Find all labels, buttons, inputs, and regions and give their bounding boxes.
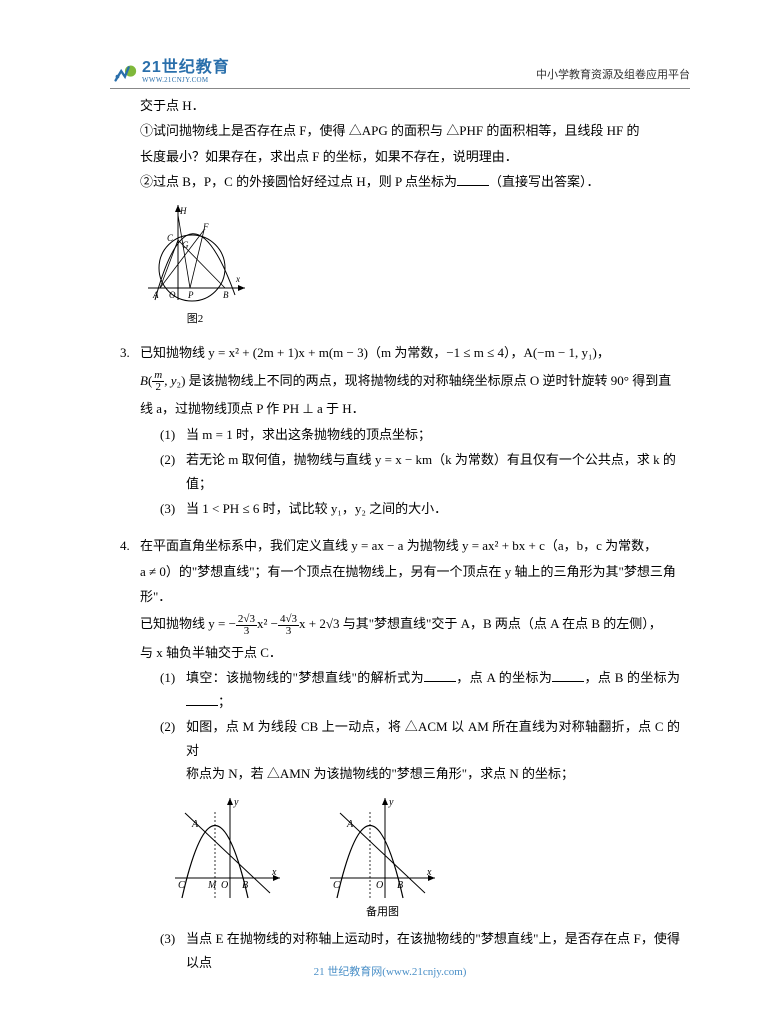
svg-text:O: O: [221, 880, 228, 891]
q3-subs: (1) 当 m = 1 时，求出这条抛物线的顶点坐标； (2) 若无论 m 取何…: [140, 423, 680, 521]
q4-s1-num: (1): [160, 666, 186, 713]
svg-text:B: B: [397, 880, 403, 891]
intro-q2: ②过点 B，P，C 的外接圆恰好经过点 H，则 P 点坐标为 （直接写出答案）．: [140, 170, 680, 193]
svg-text:M: M: [207, 880, 217, 891]
svg-text:C: C: [167, 233, 174, 243]
blank-1: [457, 173, 489, 186]
q3-stem-row2: B(m2, y₂) 是该抛物线上不同的两点，现将抛物线的对称轴绕坐标原点 O 逆…: [140, 367, 680, 396]
svg-text:O: O: [376, 880, 383, 891]
logo-sub-text: WWW.21CNJY.COM: [142, 77, 230, 85]
q3-stem-b: 是该抛物线上不同的两点，现将抛物线的对称轴绕坐标原点 O 逆时针旋转 90° 得…: [189, 373, 672, 388]
svg-text:A: A: [152, 290, 159, 300]
q3-s3: (3) 当 1 < PH ≤ 6 时，试比较 y₁，y₂ 之间的大小．: [160, 497, 680, 520]
figure-2-svg: H C G F A O P B x: [140, 200, 250, 310]
svg-text:H: H: [179, 206, 187, 216]
q4-fig2-label: 备用图: [325, 903, 440, 923]
svg-text:C: C: [178, 880, 185, 891]
q3-s2: (2) 若无论 m 取何值，抛物线与直线 y = x − km（k 为常数）有且…: [160, 448, 680, 495]
svg-text:G: G: [182, 240, 189, 250]
svg-text:y: y: [233, 797, 239, 808]
q4-stem-a: 在平面直角坐标系中，我们定义直线 y = ax − a 为抛物线 y = ax²…: [140, 534, 657, 557]
logo-icon: [110, 58, 138, 86]
q4-s2b: 称点为 N，若 △AMN 为该抛物线的"梦想三角形"，求点 N 的坐标；: [186, 766, 574, 781]
q4-d-c: x + 2: [299, 616, 326, 631]
q3-s2b: 值；: [186, 476, 212, 491]
header-right-text: 中小学教育资源及组卷应用平台: [536, 66, 690, 86]
q3-num: 3.: [120, 341, 140, 364]
svg-text:x: x: [271, 867, 277, 878]
q4-d-b: x² −: [257, 616, 278, 631]
q4-fig1: A C M O B x y: [170, 793, 285, 923]
intro-q1a: ①试问抛物线上是否存在点 F，使得 △APG 的面积与 △PHF 的面积相等，且…: [140, 119, 680, 142]
q4-d-a: 已知抛物线 y = −: [140, 616, 236, 631]
page-footer: 21 世纪教育网(www.21cnjy.com): [0, 963, 780, 983]
q4-stem-row1: 4. 在平面直角坐标系中，我们定义直线 y = ax − a 为抛物线 y = …: [140, 534, 680, 557]
q4-figures: A C M O B x y A: [170, 793, 680, 923]
q4-s1c: ，点 B 的坐标为: [584, 670, 680, 685]
q4-s1b: ，点 A 的坐标为: [456, 670, 552, 685]
q4-fig2-svg: A C O B x y: [325, 793, 440, 903]
q4-s1a: 填空：该抛物线的"梦想直线"的解析式为: [186, 670, 424, 685]
q4-s2: (2) 如图，点 M 为线段 CB 上一动点，将 △ACM 以 AM 所在直线为…: [160, 715, 680, 785]
q3-s1: (1) 当 m = 1 时，求出这条抛物线的顶点坐标；: [160, 423, 680, 446]
logo: 21世纪教育 WWW.21CNJY.COM: [110, 58, 230, 86]
q4-s1: (1) 填空：该抛物线的"梦想直线"的解析式为 ，点 A 的坐标为 ，点 B 的坐标…: [160, 666, 680, 713]
q3-stem-c: 线 a，过抛物线顶点 P 作 PH ⊥ a 于 H．: [140, 397, 680, 420]
svg-text:P: P: [187, 290, 194, 300]
svg-text:x: x: [235, 274, 240, 284]
q4-stem-c: 形"．: [140, 585, 680, 608]
q4-frac1: 2√33: [236, 614, 257, 637]
q4-fig1-svg: A C M O B x y: [170, 793, 285, 903]
question-4: 4. 在平面直角坐标系中，我们定义直线 y = ax − a 为抛物线 y = …: [140, 534, 680, 974]
intro-q2b: （直接写出答案）．: [489, 174, 600, 189]
q4-stem-b: a ≠ 0）的"梦想直线"；有一个顶点在抛物线上，另有一个顶点在 y 轴上的三角…: [140, 560, 680, 583]
intro-line1: 交于点 H．: [140, 94, 680, 117]
figure-2-label: 图2: [140, 310, 250, 330]
question-3: 3. 已知抛物线 y = x² + (2m + 1)x + m(m − 3)（m…: [140, 341, 680, 520]
svg-text:x: x: [426, 867, 432, 878]
q4-stem-d: 已知抛物线 y = −2√33x² −4√33x + 2√3 与其"梦想直线"交…: [140, 610, 680, 639]
q4-subs: (1) 填空：该抛物线的"梦想直线"的解析式为 ，点 A 的坐标为 ，点 B 的坐标…: [140, 666, 680, 785]
q3-frac-m2: m2: [152, 370, 164, 393]
blank-2: [424, 669, 456, 682]
q4-stem-e: 与 x 轴负半轴交于点 C．: [140, 641, 680, 664]
q3-stem-row1: 3. 已知抛物线 y = x² + (2m + 1)x + m(m − 3)（m…: [140, 341, 680, 364]
q3-s2-num: (2): [160, 448, 186, 495]
q4-sqrt3: √3: [326, 616, 340, 631]
q3-s2a: 若无论 m 取何值，抛物线与直线 y = x − km（k 为常数）有且仅有一个…: [186, 452, 676, 467]
svg-text:B: B: [242, 880, 248, 891]
svg-text:B: B: [223, 290, 229, 300]
svg-text:y: y: [388, 797, 394, 808]
blank-4: [186, 693, 218, 706]
q3-stem-a: 已知抛物线 y = x² + (2m + 1)x + m(m − 3)（m 为常…: [140, 341, 610, 364]
q4-num: 4.: [120, 534, 140, 557]
q4-d-d: 与其"梦想直线"交于 A，B 两点（点 A 在点 B 的左侧），: [339, 616, 661, 631]
figure-2: H C G F A O P B x 图2: [140, 200, 680, 330]
intro-q1b: 长度最小？如果存在，求出点 F 的坐标，如果不存在，说明理由．: [140, 145, 680, 168]
q3-s3-num: (3): [160, 497, 186, 520]
q3-y2: , y₂): [164, 373, 185, 388]
svg-text:O: O: [169, 290, 176, 300]
q4-s2-body: 如图，点 M 为线段 CB 上一动点，将 △ACM 以 AM 所在直线为对称轴翻…: [186, 715, 680, 785]
logo-main-text: 21世纪教育: [142, 59, 230, 77]
intro-q2a: ②过点 B，P，C 的外接圆恰好经过点 H，则 P 点坐标为: [140, 174, 457, 189]
blank-3: [552, 669, 584, 682]
q4-s1d: ；: [218, 694, 231, 709]
page-header: 21世纪教育 WWW.21CNJY.COM 中小学教育资源及组卷应用平台: [110, 58, 690, 89]
q4-fig2: A C O B x y 备用图: [325, 793, 440, 923]
q3-s1-num: (1): [160, 423, 186, 446]
q4-s1-body: 填空：该抛物线的"梦想直线"的解析式为 ，点 A 的坐标为 ，点 B 的坐标为 ；: [186, 666, 680, 713]
q4-s2-num: (2): [160, 715, 186, 785]
svg-text:C: C: [333, 880, 340, 891]
svg-text:A: A: [346, 819, 354, 830]
q3-s2-body: 若无论 m 取何值，抛物线与直线 y = x − km（k 为常数）有且仅有一个…: [186, 448, 680, 495]
q4-frac2: 4√33: [278, 614, 299, 637]
content-area: 交于点 H． ①试问抛物线上是否存在点 F，使得 △APG 的面积与 △PHF …: [140, 94, 680, 988]
q3-s1-body: 当 m = 1 时，求出这条抛物线的顶点坐标；: [186, 423, 680, 446]
svg-text:A: A: [191, 819, 199, 830]
q4-s2a: 如图，点 M 为线段 CB 上一动点，将 △ACM 以 AM 所在直线为对称轴翻…: [186, 719, 680, 757]
svg-text:F: F: [202, 222, 209, 232]
q3-s3-body: 当 1 < PH ≤ 6 时，试比较 y₁，y₂ 之间的大小．: [186, 497, 680, 520]
q3-B: B: [140, 373, 148, 388]
